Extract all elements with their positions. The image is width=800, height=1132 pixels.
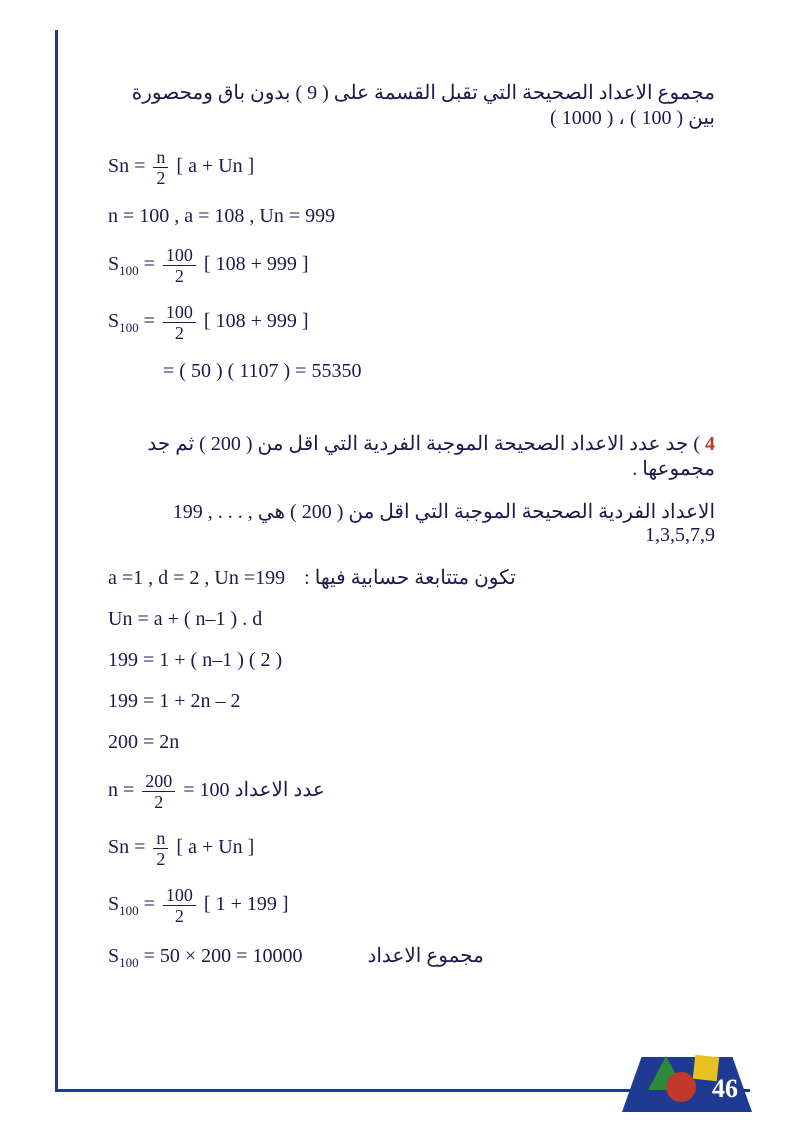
circle-icon (666, 1072, 696, 1102)
eq-n: n = 200 2 = 100 عدد الاعداد (108, 772, 715, 811)
fraction: 100 2 (163, 886, 196, 925)
fraction: 100 2 (163, 303, 196, 342)
fraction: n 2 (153, 148, 168, 187)
block1-title: مجموع الاعداد الصحيحة التي تقبل القسمة ع… (108, 80, 715, 130)
fraction: 200 2 (142, 772, 175, 811)
eq-sn-formula: Sn = n 2 [ a + Un ] (108, 148, 715, 187)
eq-step1: 199 = 1 + ( n–1 ) ( 2 ) (108, 649, 715, 672)
fraction: 100 2 (163, 246, 196, 285)
page-frame: مجموع الاعداد الصحيحة التي تقبل القسمة ع… (55, 30, 750, 1092)
eq-un: Un = a + ( n–1 ) . d (108, 608, 715, 631)
eq-step2: 199 = 1 + 2n – 2 (108, 690, 715, 713)
page-number-badge: 46 (622, 1032, 752, 1112)
eq-result1: = ( 50 ) ( 1107 ) = 55350 (108, 360, 715, 383)
seq-params: a =1 , d = 2 , Un =199 تكون متتابعة حساب… (108, 565, 715, 590)
eq-step3: 200 = 2n (108, 731, 715, 754)
eq-s100-c: S100 = 100 2 [ 1 + 199 ] (108, 886, 715, 925)
seq-list: الاعداد الفردية الصحيحة الموجبة التي اقل… (108, 499, 715, 547)
eq-sn2: Sn = n 2 [ a + Un ] (108, 829, 715, 868)
eq-s100-b: S100 = 100 2 [ 108 + 999 ] (108, 303, 715, 342)
fraction: n 2 (153, 829, 168, 868)
eq-s100-a: S100 = 100 2 [ 108 + 999 ] (108, 246, 715, 285)
page-number: 46 (712, 1074, 738, 1104)
question-4: 4 ) جد عدد الاعداد الصحيحة الموجبة الفرد… (108, 431, 715, 481)
eq-final: S100 = 50 × 200 = 10000 مجموع الاعداد (108, 943, 715, 971)
eq-values: n = 100 , a = 108 , Un = 999 (108, 205, 715, 228)
